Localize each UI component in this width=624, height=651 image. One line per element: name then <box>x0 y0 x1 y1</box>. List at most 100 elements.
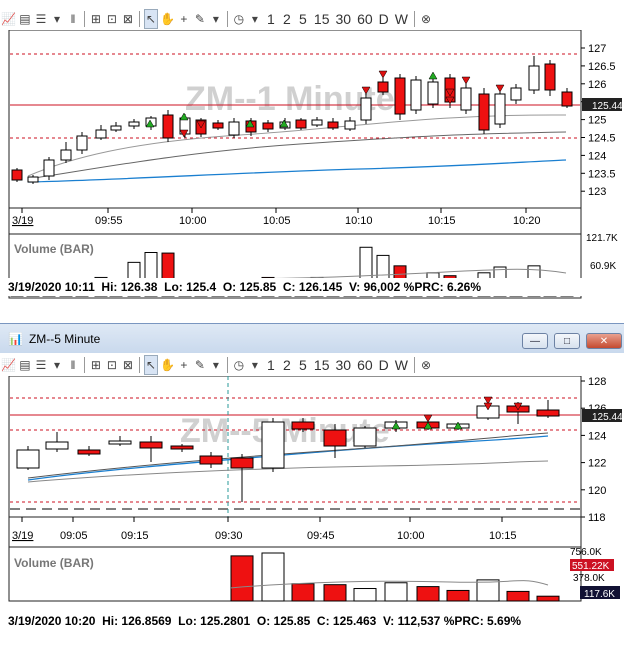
period-button-2[interactable]: 2 <box>283 11 291 27</box>
volume-bar <box>323 584 347 602</box>
period-button-1[interactable]: 1 <box>267 357 275 373</box>
candle-body <box>536 409 560 417</box>
down-arrow-marker <box>196 120 206 129</box>
minimize-button[interactable]: — <box>522 333 548 349</box>
shrink-icon[interactable]: ⊠ <box>122 358 133 372</box>
expand-icon[interactable]: ⊞ <box>90 12 101 26</box>
candle-body <box>16 449 40 469</box>
time-tick-label: 10:15 <box>428 215 456 227</box>
chart-icon[interactable]: 📈 <box>1 12 16 26</box>
period-button-15[interactable]: 15 <box>313 357 330 373</box>
volume-bar <box>384 582 408 602</box>
bar-type-icon[interactable]: ▤ <box>19 12 31 26</box>
period-button-1[interactable]: 1 <box>267 11 275 27</box>
crosshair-icon[interactable]: + <box>180 12 188 26</box>
clock-icon[interactable]: ◷ <box>233 358 245 372</box>
price-tag-bg <box>582 98 622 111</box>
volume-title: Volume (BAR) <box>14 242 94 256</box>
info-lo: Lo: 125.4 <box>164 280 217 294</box>
volume-highlight-bg <box>570 559 614 571</box>
moving-averages <box>27 432 549 483</box>
candle-body <box>427 81 439 105</box>
hand-icon[interactable]: ✋ <box>159 358 175 372</box>
period-button-d[interactable]: D <box>378 11 389 27</box>
candles <box>16 396 560 502</box>
period-button-60[interactable]: 60 <box>357 11 373 27</box>
window-title-bar[interactable]: 📊 ZM--5 Minute <box>0 323 624 353</box>
time-tick-label: 10:00 <box>397 530 425 542</box>
chevron-down-icon[interactable]: ▾ <box>53 358 60 372</box>
cancel-icon[interactable]: ⊗ <box>420 358 432 372</box>
period-button-5[interactable]: 5 <box>299 11 307 27</box>
period-button-5[interactable]: 5 <box>299 357 307 373</box>
hand-icon[interactable]: ✋ <box>159 12 175 26</box>
pencil-icon[interactable]: ✎ <box>194 358 205 372</box>
up-arrow-marker <box>423 421 433 430</box>
period-button-d[interactable]: D <box>378 357 389 373</box>
bar-type-icon[interactable]: ▤ <box>19 358 31 372</box>
time-tick-label: 10:15 <box>489 530 517 542</box>
candle-body <box>108 440 132 445</box>
volume-bar <box>506 590 530 602</box>
volume-tick-label: 551.22K <box>572 561 610 572</box>
period-button-30[interactable]: 30 <box>335 357 352 373</box>
up-arrow-marker <box>179 112 189 121</box>
cursor-icon[interactable]: ↖ <box>143 9 158 29</box>
crosshair-icon[interactable]: + <box>180 358 188 372</box>
chevron-down-icon[interactable]: ▾ <box>212 12 219 26</box>
volume-bar <box>416 586 440 602</box>
candle-body <box>77 449 101 455</box>
bottom-price-chart[interactable]: ZM--5 Minute 128126124122120118125.44 3/… <box>0 376 624 630</box>
info-open: O: 125.85 <box>222 280 277 294</box>
grid-icon[interactable]: ⊡ <box>106 358 117 372</box>
period-button-60[interactable]: 60 <box>357 357 373 373</box>
period-button-30[interactable]: 30 <box>335 11 352 27</box>
separator <box>83 357 85 373</box>
chevron-down-icon[interactable]: ▾ <box>251 358 258 372</box>
pencil-icon[interactable]: ✎ <box>194 12 205 26</box>
line-style-icon[interactable]: ☰ <box>35 12 47 26</box>
time-tick-label: 3/19 <box>12 215 33 227</box>
chart-icon[interactable]: 📈 <box>1 358 16 372</box>
time-axis: 3/19 09:05 09:15 09:30 09:45 10:00 10:15 <box>12 517 517 542</box>
window-chart-icon: 📊 <box>8 331 23 346</box>
candle-body <box>228 121 240 136</box>
price-tick-label: 122 <box>588 458 606 470</box>
close-button[interactable]: ✕ <box>586 333 622 349</box>
volume-average-line <box>229 580 549 589</box>
chevron-down-icon[interactable]: ▾ <box>212 358 219 372</box>
grid-icon[interactable]: ⊡ <box>106 12 117 26</box>
line-style-icon[interactable]: ☰ <box>35 358 47 372</box>
expand-icon[interactable]: ⊞ <box>90 358 101 372</box>
shrink-icon[interactable]: ⊠ <box>122 12 133 26</box>
cursor-icon[interactable]: ↖ <box>143 355 158 375</box>
candle-body <box>360 97 372 121</box>
volume-bar <box>230 555 254 602</box>
candle-body <box>261 421 285 469</box>
period-button-15[interactable]: 15 <box>313 11 330 27</box>
period-button-2[interactable]: 2 <box>283 357 291 373</box>
separator <box>138 357 140 373</box>
candle-body <box>323 429 347 447</box>
clock-icon[interactable]: ◷ <box>233 12 245 26</box>
price-tick-label: 124.5 <box>588 133 616 145</box>
candle-body <box>262 122 274 130</box>
chevron-down-icon[interactable]: ▾ <box>53 12 60 26</box>
volume-bar <box>353 588 377 602</box>
up-arrow-marker <box>428 71 438 80</box>
candle-body <box>528 65 540 91</box>
down-arrow-marker <box>495 84 505 93</box>
cancel-icon[interactable]: ⊗ <box>420 12 432 26</box>
period-button-w[interactable]: W <box>394 357 408 373</box>
top-price-chart[interactable]: ZM--1 Minute 127126.5126125.5125124.5124… <box>0 30 624 302</box>
time-axis: 3/19 09:55 10:00 10:05 10:10 10:15 10:20 <box>12 208 541 227</box>
maximize-button[interactable]: □ <box>554 333 580 349</box>
down-arrow-marker <box>378 70 388 79</box>
down-arrow-marker <box>445 88 455 97</box>
period-button-w[interactable]: W <box>394 11 408 27</box>
chevron-down-icon[interactable]: ▾ <box>251 12 258 26</box>
pause-icon[interactable]: ‖ <box>70 358 76 372</box>
pause-icon[interactable]: ‖ <box>70 12 76 26</box>
price-tick-label: 127 <box>588 43 606 55</box>
info-prc: %PRC: 5.69% <box>443 614 522 628</box>
